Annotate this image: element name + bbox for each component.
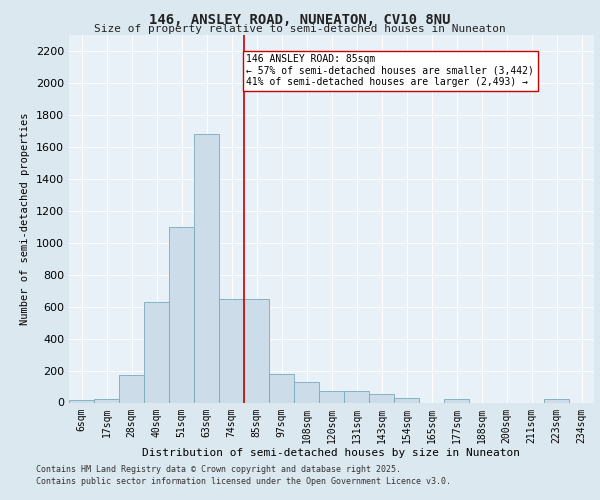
- Bar: [444, 398, 469, 402]
- Bar: [219, 298, 244, 403]
- Text: 146, ANSLEY ROAD, NUNEATON, CV10 8NU: 146, ANSLEY ROAD, NUNEATON, CV10 8NU: [149, 12, 451, 26]
- Bar: [294, 382, 319, 402]
- Bar: [144, 302, 169, 402]
- Y-axis label: Number of semi-detached properties: Number of semi-detached properties: [20, 112, 31, 325]
- Bar: [94, 400, 119, 402]
- Bar: [69, 400, 94, 402]
- Text: Size of property relative to semi-detached houses in Nuneaton: Size of property relative to semi-detach…: [94, 24, 506, 34]
- Bar: [119, 376, 144, 402]
- Bar: [194, 134, 219, 402]
- Text: Contains public sector information licensed under the Open Government Licence v3: Contains public sector information licen…: [36, 476, 451, 486]
- Bar: [269, 374, 294, 402]
- Text: Contains HM Land Registry data © Crown copyright and database right 2025.: Contains HM Land Registry data © Crown c…: [36, 466, 401, 474]
- Bar: [544, 400, 569, 402]
- Bar: [369, 394, 394, 402]
- Bar: [319, 390, 344, 402]
- Bar: [169, 226, 194, 402]
- Bar: [394, 398, 419, 402]
- Bar: [244, 298, 269, 403]
- Text: 146 ANSLEY ROAD: 85sqm
← 57% of semi-detached houses are smaller (3,442)
41% of : 146 ANSLEY ROAD: 85sqm ← 57% of semi-det…: [247, 54, 535, 88]
- X-axis label: Distribution of semi-detached houses by size in Nuneaton: Distribution of semi-detached houses by …: [143, 448, 521, 458]
- Bar: [344, 392, 369, 402]
